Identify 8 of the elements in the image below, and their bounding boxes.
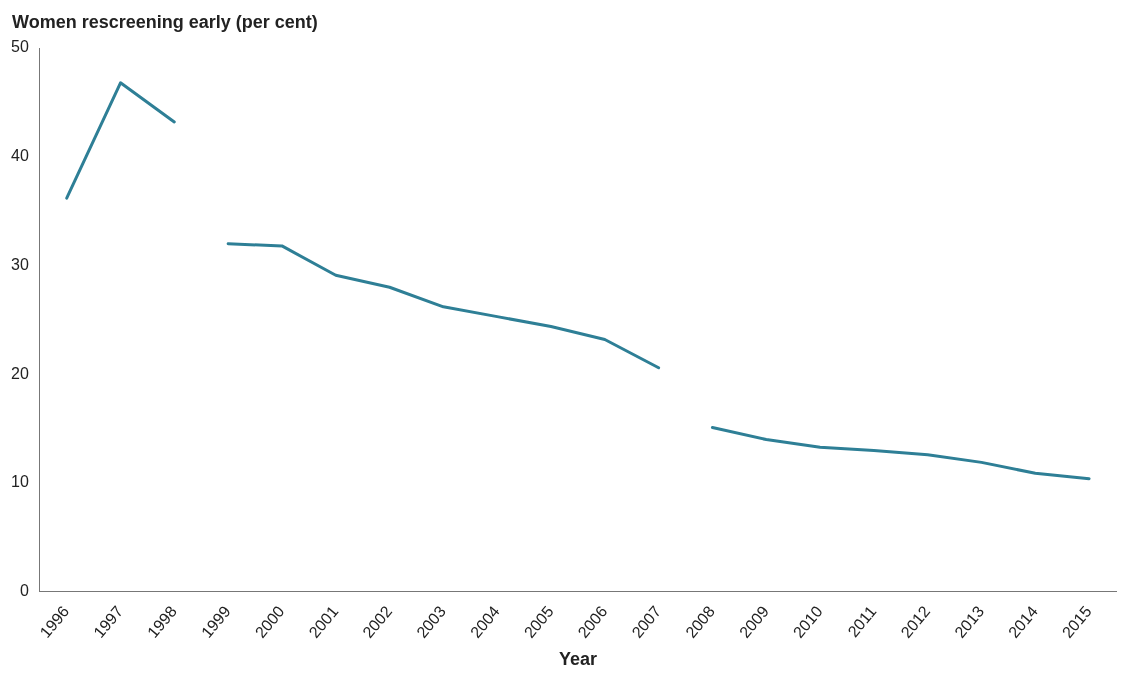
- y-tick-label: 10: [11, 473, 29, 491]
- y-axis-title: Women rescreening early (per cent): [12, 12, 318, 33]
- x-axis-title: Year: [558, 649, 597, 670]
- y-tick-label: 20: [11, 364, 29, 382]
- y-tick-label: 0: [19, 582, 29, 600]
- y-tick-label: 50: [11, 38, 29, 56]
- y-tick-label: 40: [11, 147, 29, 165]
- y-tick-label: 30: [11, 255, 29, 273]
